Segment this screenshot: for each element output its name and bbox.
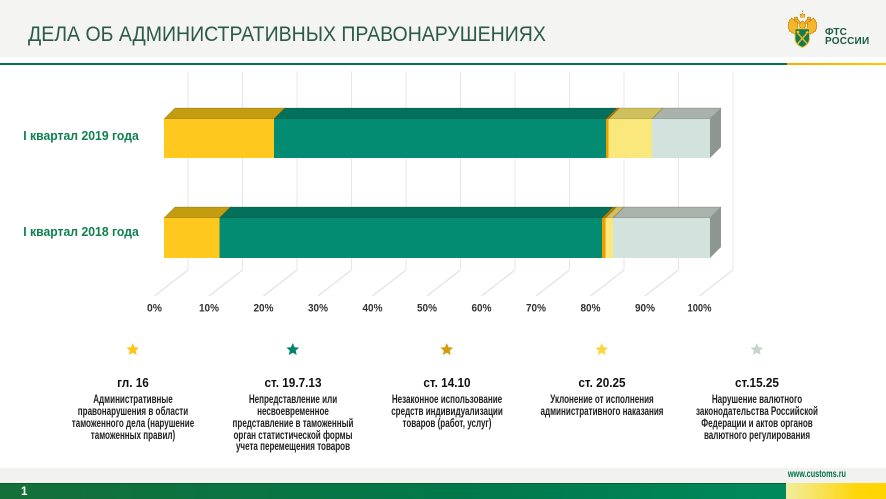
svg-text:70%: 70% — [526, 303, 546, 315]
svg-text:0%: 0% — [147, 303, 162, 315]
svg-text:20%: 20% — [254, 303, 274, 315]
svg-text:100%: 100% — [688, 303, 712, 315]
svg-text:50%: 50% — [417, 303, 437, 315]
svg-text:30%: 30% — [308, 303, 328, 315]
svg-text:90%: 90% — [635, 303, 655, 315]
svg-text:80%: 80% — [581, 303, 601, 315]
svg-text:10%: 10% — [199, 303, 219, 315]
svg-text:40%: 40% — [363, 303, 383, 315]
svg-text:60%: 60% — [472, 303, 492, 315]
